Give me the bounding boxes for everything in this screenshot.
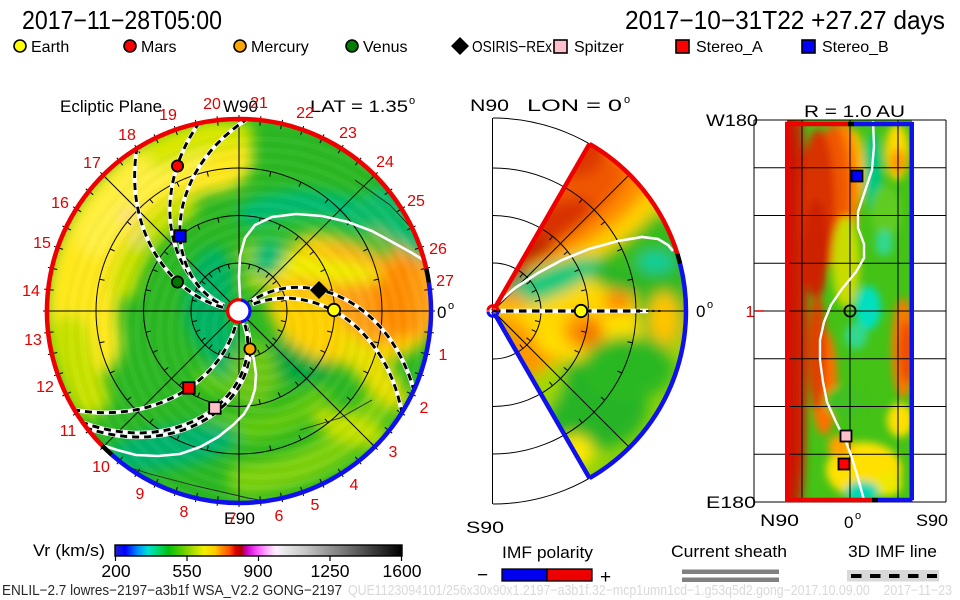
svg-text:−: − (477, 565, 488, 586)
svg-text:10: 10 (92, 459, 110, 476)
svg-text:N90: N90 (470, 96, 509, 115)
svg-text:24: 24 (376, 154, 394, 171)
svg-text:2: 2 (420, 400, 429, 417)
svg-text:14: 14 (22, 283, 40, 300)
svg-text:0: 0 (696, 302, 705, 321)
svg-text:22: 22 (296, 105, 314, 122)
svg-text:Current sheath: Current sheath (671, 542, 787, 561)
svg-text:12: 12 (36, 379, 54, 396)
svg-text:13: 13 (24, 332, 42, 349)
svg-text:W180: W180 (706, 111, 758, 130)
svg-text:2017−10−31T22 +27.27 days: 2017−10−31T22 +27.27 days (625, 5, 945, 35)
svg-text:16: 16 (51, 195, 69, 212)
svg-text:Vr (km/s): Vr (km/s) (33, 541, 105, 560)
svg-text:Ecliptic Plane: Ecliptic Plane (60, 97, 162, 116)
svg-text:1: 1 (746, 304, 755, 321)
svg-text:o: o (624, 94, 630, 106)
svg-text:15: 15 (33, 235, 51, 252)
svg-text:1250: 1250 (311, 561, 350, 581)
svg-text:Stereo_A: Stereo_A (696, 39, 763, 56)
svg-text:+: + (600, 567, 611, 588)
svg-text:18: 18 (118, 127, 136, 144)
svg-text:LAT = 1.35: LAT = 1.35 (310, 97, 408, 116)
svg-text:R = 1.0 AU: R = 1.0 AU (804, 102, 905, 121)
svg-text:21: 21 (250, 95, 268, 112)
svg-text:9: 9 (136, 486, 145, 503)
svg-text:4: 4 (350, 477, 359, 494)
svg-text:o: o (409, 95, 415, 107)
svg-text:3: 3 (389, 444, 398, 461)
svg-text:W90: W90 (223, 97, 258, 116)
svg-text:5: 5 (311, 497, 320, 514)
svg-text:19: 19 (159, 107, 177, 124)
svg-text:1600: 1600 (383, 561, 422, 581)
svg-text:11: 11 (60, 423, 77, 440)
svg-text:27: 27 (436, 273, 454, 290)
svg-text:Stereo_B: Stereo_B (822, 39, 889, 56)
svg-text:17: 17 (83, 155, 101, 172)
svg-text:8: 8 (180, 504, 189, 521)
svg-text:Earth: Earth (31, 39, 69, 56)
svg-text:Spitzer: Spitzer (574, 39, 624, 56)
svg-text:ENLIL−2.7 lowres−2197−a3b1f WS: ENLIL−2.7 lowres−2197−a3b1f WSA_V2.2 GON… (2, 583, 342, 599)
svg-text:26: 26 (429, 241, 447, 258)
svg-text:20: 20 (203, 96, 221, 113)
svg-text:550: 550 (172, 561, 201, 581)
svg-text:Venus: Venus (363, 39, 407, 56)
svg-text:23: 23 (339, 125, 357, 142)
svg-text:25: 25 (407, 193, 425, 210)
svg-text:IMF polarity: IMF polarity (502, 543, 594, 562)
svg-text:6: 6 (275, 508, 284, 525)
svg-text:0: 0 (844, 513, 853, 532)
svg-text:Mercury: Mercury (251, 39, 309, 56)
svg-text:2017−11−28T05:00: 2017−11−28T05:00 (22, 5, 222, 35)
svg-text:LON = 0: LON = 0 (527, 96, 622, 115)
svg-text:E90: E90 (224, 509, 255, 528)
svg-text:200: 200 (101, 561, 130, 581)
svg-text:3D IMF line: 3D IMF line (848, 542, 937, 561)
svg-text:N90: N90 (760, 511, 799, 530)
svg-text:o: o (855, 510, 861, 522)
svg-text:E180: E180 (706, 493, 756, 512)
svg-text:0: 0 (437, 303, 446, 322)
svg-text:o: o (448, 300, 454, 312)
svg-text:7: 7 (228, 511, 237, 528)
svg-text:QUE1123094101/256x30x90x1.2197: QUE1123094101/256x30x90x1.2197−a3b1f.32−… (348, 583, 952, 599)
svg-text:S90: S90 (466, 518, 504, 537)
svg-text:o: o (707, 299, 713, 311)
svg-text:900: 900 (243, 561, 272, 581)
svg-text:OSIRIS−REx: OSIRIS−REx (472, 39, 552, 56)
svg-text:1: 1 (439, 347, 448, 364)
svg-text:S90: S90 (916, 511, 948, 530)
svg-text:Mars: Mars (141, 39, 177, 56)
